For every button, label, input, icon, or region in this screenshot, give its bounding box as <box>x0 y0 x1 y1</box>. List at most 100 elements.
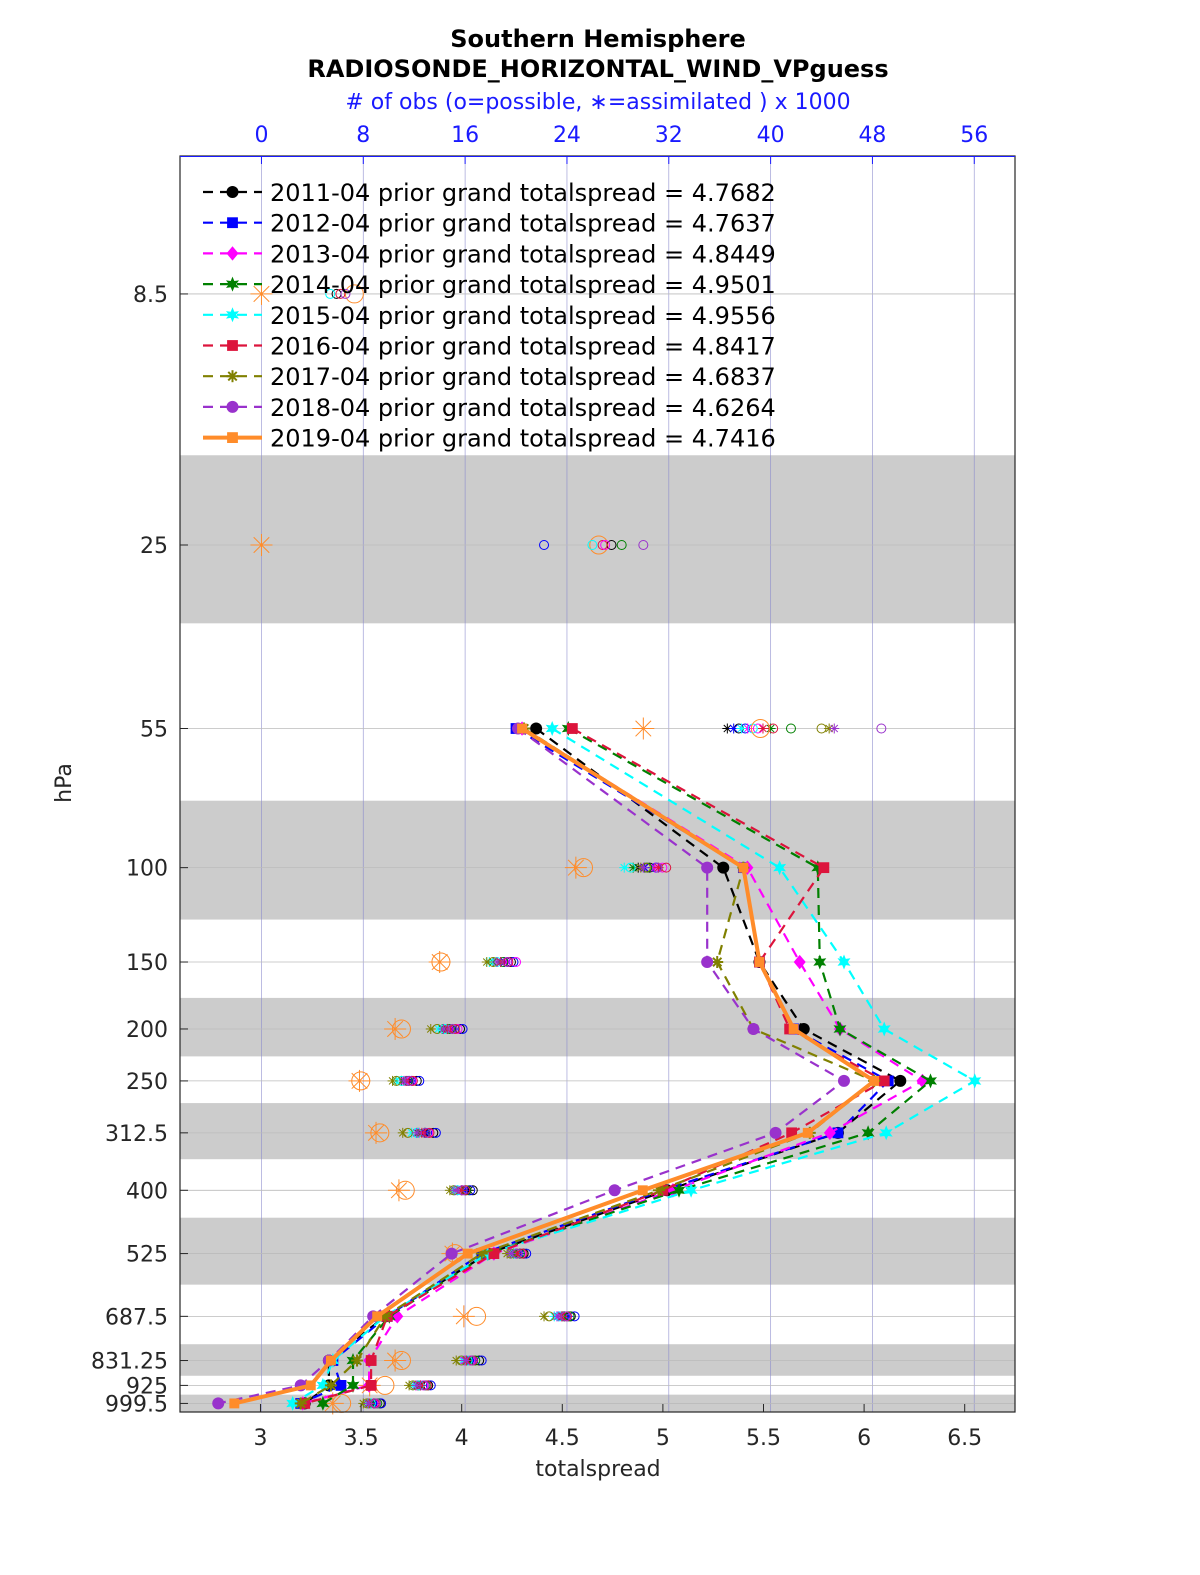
star-stroke <box>324 1395 341 1412</box>
marker-shape <box>802 1127 813 1138</box>
marker-shape <box>833 1021 847 1037</box>
marker-shape <box>712 957 723 967</box>
legend-label: 2018-04 prior grand totalspread = 4.6264 <box>270 394 776 422</box>
obs-assimilated-marker <box>451 1355 462 1366</box>
series-marker <box>316 1395 330 1411</box>
y-tick-label: 925 <box>126 1374 168 1399</box>
marker-shape <box>701 861 714 874</box>
obs-assimilated-marker <box>438 1023 449 1034</box>
obs-assimilated-marker <box>250 282 273 305</box>
marker-shape <box>861 1125 875 1141</box>
y-tick-label: 150 <box>126 951 168 976</box>
obs-possible-marker <box>325 288 336 299</box>
legend-marker <box>226 370 239 383</box>
marker-shape <box>813 954 827 970</box>
star-stroke <box>388 1077 397 1085</box>
obs-assimilated-marker <box>449 1185 460 1196</box>
series-marker <box>286 1395 300 1411</box>
obs-assimilated-marker <box>363 1398 374 1409</box>
obs-possible-marker <box>502 957 513 968</box>
star-stroke <box>639 863 648 872</box>
series-marker <box>684 1182 698 1198</box>
legend: 2011-04 prior grand totalspread = 4.7682… <box>203 179 776 453</box>
obs-possible-marker <box>430 1127 441 1138</box>
marker-shape <box>286 1395 300 1411</box>
star-stroke <box>830 724 839 733</box>
star-stroke <box>431 953 448 971</box>
obs-assimilated-marker <box>397 1127 408 1138</box>
marker-shape <box>227 432 238 443</box>
star-stroke <box>386 1352 404 1369</box>
star-stroke <box>540 1312 548 1321</box>
marker-shape <box>346 1377 360 1393</box>
marker-shape <box>445 1247 458 1260</box>
obs-assimilated-marker <box>384 1349 407 1372</box>
legend-entry: 2014-04 prior grand totalspread = 4.9501 <box>203 271 776 299</box>
star-stroke <box>620 863 629 872</box>
star-stroke <box>493 958 501 966</box>
marker-shape <box>226 400 239 413</box>
legend-entry: 2011-04 prior grand totalspread = 4.7682 <box>203 179 776 207</box>
obs-assimilated-marker <box>736 723 747 734</box>
obs-assimilated-marker <box>722 723 733 734</box>
series-marker <box>351 1354 364 1367</box>
star-stroke <box>482 958 491 966</box>
marker-shape <box>747 1022 760 1035</box>
series-marker <box>212 1397 225 1410</box>
obs-possible-marker <box>335 288 346 299</box>
top-axis-frame <box>180 156 1015 157</box>
obs-assimilated-marker <box>757 723 768 734</box>
legend-entry: 2017-04 prior grand totalspread = 4.6837 <box>203 363 776 391</box>
obs-assimilated-marker <box>425 1023 436 1034</box>
obs-count-markers <box>250 282 887 1415</box>
marker-shape <box>869 1075 880 1086</box>
x-tick-label: 5.5 <box>746 1426 781 1451</box>
series-marker <box>823 1125 836 1141</box>
top-tick-label: 16 <box>451 123 479 148</box>
series-marker <box>916 1073 929 1089</box>
series-marker <box>877 1021 891 1037</box>
legend-label: 2019-04 prior grand totalspread = 4.7416 <box>270 425 776 453</box>
series-marker <box>701 861 714 874</box>
legend-entry: 2015-04 prior grand totalspread = 4.9556 <box>203 302 776 330</box>
marker-shape <box>701 956 714 969</box>
obs-possible-marker <box>457 1023 468 1034</box>
legend-entry: 2018-04 prior grand totalspread = 4.6264 <box>203 394 776 422</box>
legend-marker <box>226 276 239 292</box>
marker-shape <box>335 1379 347 1391</box>
series-marker <box>773 860 787 876</box>
shaded-layer <box>180 800 1015 920</box>
x-tick-label: 4 <box>455 1426 469 1451</box>
series-marker <box>294 1397 307 1410</box>
series-marker <box>701 956 714 969</box>
marker-shape <box>226 307 239 323</box>
obs-possible-marker <box>616 540 627 551</box>
series-marker <box>788 1024 799 1034</box>
obs-assimilated-marker <box>384 1017 407 1040</box>
top-tick-label: 24 <box>553 123 581 148</box>
top-tick-label: 8 <box>356 123 370 148</box>
marker-shape <box>380 1311 391 1322</box>
marker-shape <box>352 1355 363 1366</box>
obs-assimilated-marker <box>638 862 649 873</box>
series-marker <box>837 1074 850 1087</box>
marker-shape <box>793 954 806 970</box>
series-marker <box>608 1184 621 1197</box>
series-marker <box>861 1125 875 1141</box>
obs-possible-marker <box>344 284 364 304</box>
series-marker <box>837 954 851 970</box>
star-stroke <box>386 1020 404 1038</box>
star-stroke <box>367 1124 385 1141</box>
shaded-layer <box>180 1217 1015 1285</box>
marker-shape <box>823 1125 836 1141</box>
marker-shape <box>878 1075 890 1087</box>
shaded-layer <box>180 1103 1015 1160</box>
obs-possible-marker <box>587 540 598 551</box>
top-tick-label: 0 <box>254 123 268 148</box>
series-marker <box>894 1074 907 1087</box>
obs-possible-marker <box>539 540 550 551</box>
x-tick-label: 3.5 <box>344 1426 379 1451</box>
series-marker <box>818 862 830 874</box>
obs-assimilated-marker <box>505 1248 516 1259</box>
